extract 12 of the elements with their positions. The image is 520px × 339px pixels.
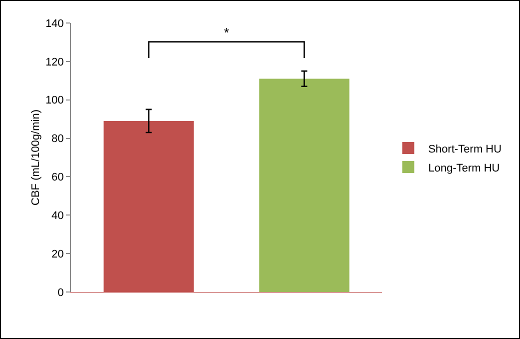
annotation: * [224,25,230,40]
y-tick-label: 60 [52,172,64,184]
legend-label: Short-Term HU [428,143,502,156]
y-tick-label: 40 [52,210,64,222]
y-tick-label: 80 [52,133,64,146]
y-tick-label: 20 [52,248,64,260]
y-tick-label: 140 [45,18,64,30]
y-tick-label: 0 [58,286,64,299]
y-tick-label: 100 [45,94,64,107]
y-tick-label: 120 [45,56,64,68]
y-axis-title: CBF (mL/100g/min) [30,110,42,206]
legend-label: Long-Term HU [428,162,500,174]
